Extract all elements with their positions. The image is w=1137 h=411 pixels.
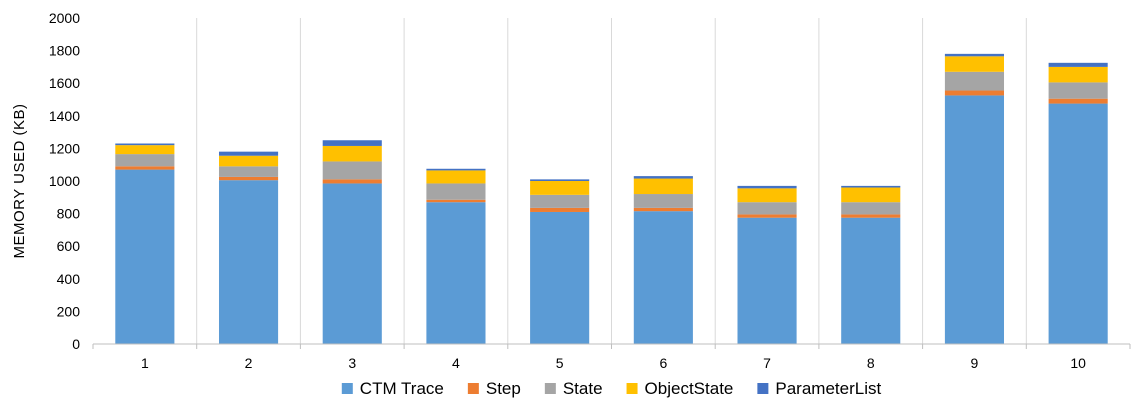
- bar-segment-state-2: [218, 166, 279, 177]
- bar-segment-parameterlist-2: [218, 151, 279, 156]
- legend-item-parameterlist: ParameterList: [757, 379, 881, 398]
- bar-segment-step-5: [530, 207, 590, 212]
- x-tick-label: 3: [348, 355, 356, 371]
- axis-layer: MEMORY USED (KB) 02004006008001000120014…: [11, 10, 1131, 371]
- bar-segment-objectstate-3: [322, 145, 382, 162]
- y-tick-label: 2000: [49, 10, 80, 26]
- x-tick-label: 8: [867, 355, 875, 371]
- legend-label-step: Step: [486, 379, 521, 398]
- bar-segment-objectstate-5: [530, 181, 590, 195]
- bar-segment-objectstate-1: [115, 145, 175, 155]
- bar-segment-objectstate-4: [426, 170, 486, 184]
- bar-segment-step-10: [1048, 98, 1108, 104]
- bar-segment-step-3: [322, 179, 382, 184]
- bar-segment-objectstate-7: [737, 188, 797, 203]
- bar-segment-state-3: [322, 161, 382, 180]
- bar-segment-parameterlist-6: [633, 176, 693, 179]
- bar-segment-parameterlist-1: [115, 143, 175, 146]
- bar-segment-parameterlist-3: [322, 140, 382, 146]
- x-tick-label: 5: [556, 355, 564, 371]
- x-tick-label: 10: [1070, 355, 1086, 371]
- legend-swatch-objectstate: [626, 383, 638, 394]
- y-tick-label: 1800: [49, 43, 80, 59]
- y-tick-label: 1000: [49, 173, 80, 189]
- legend-label-parameterlist: ParameterList: [775, 379, 881, 398]
- bar-segment-ctm-trace-4: [426, 202, 486, 344]
- bar-segment-parameterlist-9: [944, 53, 1005, 57]
- bar-segment-step-1: [115, 166, 175, 170]
- y-tick-label: 0: [72, 336, 80, 352]
- y-tick-label: 1400: [49, 108, 80, 124]
- legend-item-state: State: [544, 379, 603, 398]
- legend: CTM Trace Step State ObjectState ParameterLi…: [341, 379, 881, 398]
- bar-segment-parameterlist-4: [426, 168, 486, 171]
- legend-swatch-state: [544, 383, 556, 394]
- y-tick-label: 1600: [49, 75, 80, 91]
- bar-segment-objectstate-8: [841, 187, 901, 203]
- bar-segment-state-6: [633, 194, 693, 208]
- bar-segment-objectstate-10: [1048, 66, 1108, 83]
- bar-segment-step-4: [426, 199, 486, 203]
- bar-segment-objectstate-6: [633, 178, 693, 195]
- legend-item-step: Step: [467, 379, 521, 398]
- bar-segment-parameterlist-8: [841, 185, 901, 188]
- bar-segment-step-9: [944, 90, 1005, 96]
- legend-label-objectstate: ObjectState: [645, 379, 734, 398]
- bar-segment-state-1: [115, 154, 175, 167]
- y-tick-label: 600: [57, 238, 81, 254]
- x-tick-label: 7: [763, 355, 771, 371]
- x-tick-label: 1: [141, 355, 149, 371]
- bar-segment-objectstate-9: [944, 56, 1005, 72]
- legend-swatch-step: [467, 383, 479, 394]
- x-tick-label: 2: [245, 355, 253, 371]
- bar-segment-parameterlist-10: [1048, 62, 1108, 67]
- y-tick-label: 200: [57, 303, 81, 319]
- bar-segment-ctm-trace-10: [1048, 103, 1108, 344]
- bar-segment-state-8: [841, 202, 901, 215]
- bar-segment-state-9: [944, 71, 1005, 91]
- legend-swatch-parameterlist: [757, 383, 769, 394]
- legend-item-ctm-trace: CTM Trace: [341, 379, 444, 398]
- x-tick-label: 6: [659, 355, 667, 371]
- bars-layer: [115, 53, 1108, 344]
- bar-segment-ctm-trace-1: [115, 169, 175, 344]
- x-tick-label: 4: [452, 355, 460, 371]
- y-tick-label: 800: [57, 206, 81, 222]
- legend-label-ctm-trace: CTM Trace: [360, 379, 444, 398]
- bar-segment-ctm-trace-8: [841, 217, 901, 344]
- bar-segment-ctm-trace-9: [944, 95, 1005, 344]
- bar-segment-ctm-trace-2: [218, 180, 279, 344]
- bar-segment-parameterlist-5: [530, 179, 590, 181]
- y-tick-label: 400: [57, 271, 81, 287]
- grid-layer: [196, 18, 1027, 344]
- bar-segment-state-4: [426, 183, 486, 200]
- bar-segment-step-7: [737, 214, 797, 218]
- bar-segment-state-5: [530, 194, 590, 208]
- bar-segment-state-7: [737, 202, 797, 215]
- bar-segment-ctm-trace-5: [530, 211, 590, 344]
- bar-segment-step-6: [633, 207, 693, 212]
- bar-segment-ctm-trace-7: [737, 217, 797, 344]
- bar-segment-objectstate-2: [218, 155, 279, 167]
- bar-segment-parameterlist-7: [737, 185, 797, 189]
- bar-segment-ctm-trace-3: [322, 183, 382, 344]
- legend-item-objectstate: ObjectState: [626, 379, 734, 398]
- bar-segment-step-8: [841, 214, 901, 218]
- y-tick-label: 1200: [49, 140, 80, 156]
- bar-segment-step-2: [218, 176, 279, 181]
- legend-swatch-ctm-trace: [341, 383, 353, 394]
- x-tick-label: 9: [971, 355, 979, 371]
- y-axis-title: MEMORY USED (KB): [11, 104, 28, 259]
- bar-segment-ctm-trace-6: [633, 211, 693, 344]
- bar-segment-state-10: [1048, 82, 1108, 99]
- legend-label-state: State: [563, 379, 603, 398]
